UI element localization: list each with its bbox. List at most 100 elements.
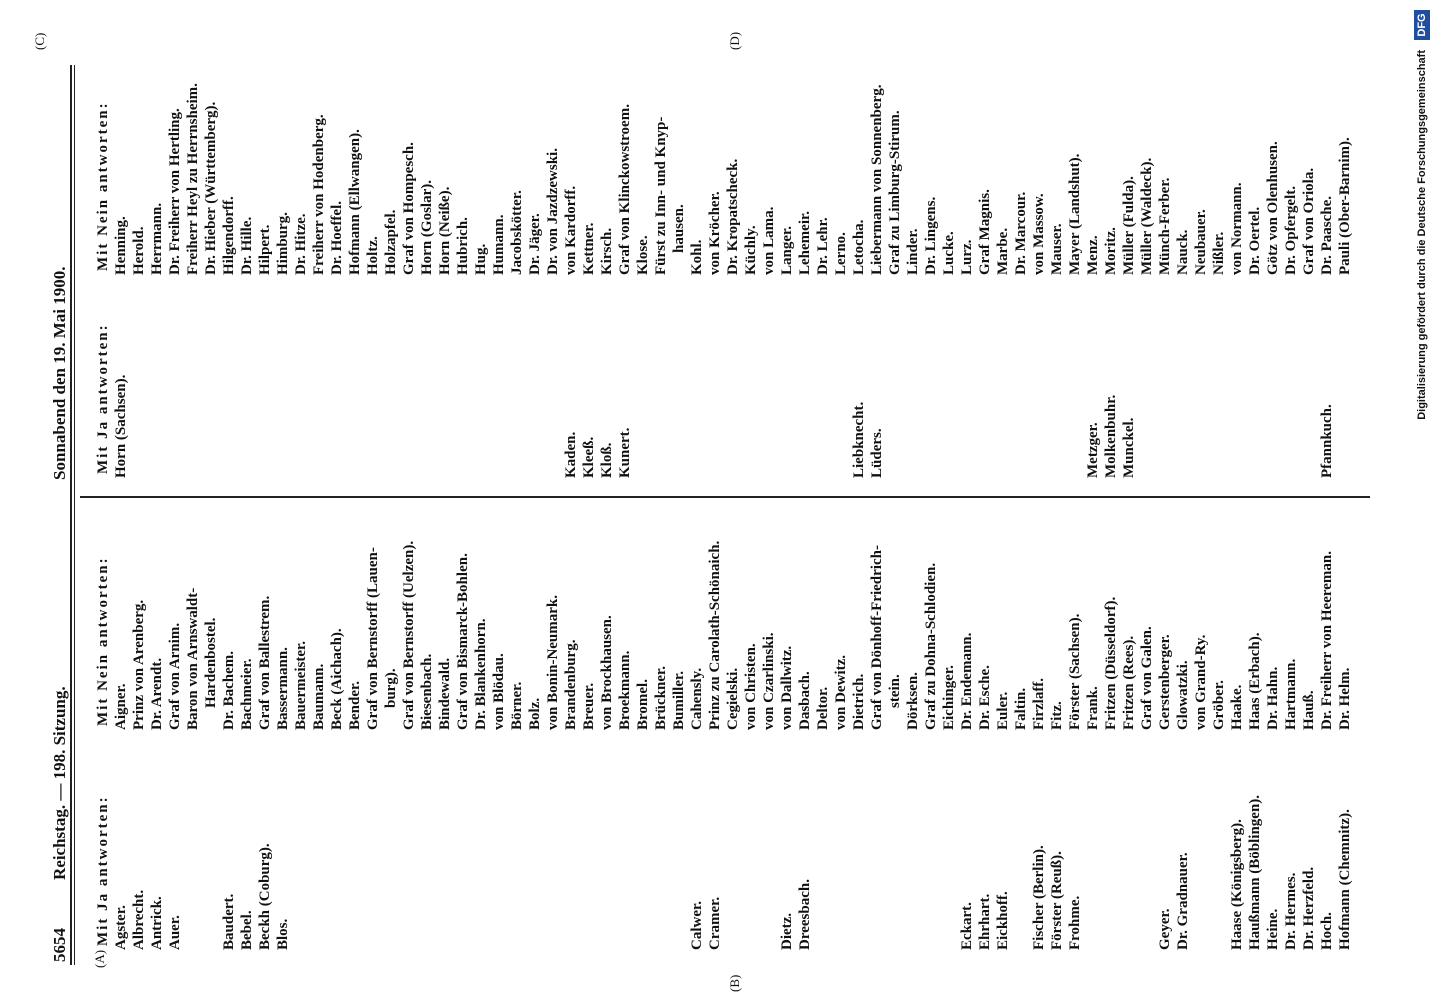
nein-name: Herold. <box>131 226 147 275</box>
column-heading: Mit Nein antworten: <box>95 556 111 726</box>
nein-name: Biesenbach. <box>419 653 435 730</box>
nein-name: Bender. <box>347 680 363 730</box>
nein-name: Dr. Jäger. <box>527 213 543 275</box>
nein-name: von Kröcher. <box>707 191 723 275</box>
nein-name: von Blödau. <box>491 653 507 730</box>
nein-name: Müller (Waldeck). <box>1139 157 1155 275</box>
nein-name: Prinz von Arenberg. <box>131 599 147 730</box>
nein-name: Bolz. <box>527 697 543 730</box>
ja-name: Antrick. <box>149 896 165 950</box>
nein-name: Dr. Esche. <box>977 665 993 730</box>
nein-name: Herrmann. <box>149 202 165 275</box>
nein-name: Graf von Oriola. <box>1301 167 1317 275</box>
nein-name: Dr. Hoeffel. <box>329 200 345 275</box>
ja-name: Calwer. <box>689 900 705 950</box>
nein-name: Fürst zu Inn- und Knyp- <box>653 116 669 275</box>
ja-name: Munckel. <box>1121 417 1137 478</box>
nein-name: Dr. Hille. <box>239 216 255 275</box>
nein-name: Langer. <box>779 225 795 275</box>
nein-name: Bauermeister. <box>293 640 309 730</box>
nein-name: von Bonin-Neumark. <box>545 594 561 730</box>
ja-name: Blos. <box>275 918 291 950</box>
nein-name: Götz von Olenhusen. <box>1265 141 1281 275</box>
nein-name: Dr. Oertel. <box>1247 206 1263 275</box>
nein-name: Dr. Opfergelt. <box>1283 185 1299 275</box>
nein-name: von Lama. <box>761 206 777 275</box>
nein-name: Holtz. <box>365 236 381 275</box>
margin-mark: (C) <box>32 32 47 50</box>
nein-name: Fitz. <box>1049 701 1065 730</box>
ja-name: Cramer. <box>707 896 723 950</box>
nein-name: Kohl. <box>689 239 705 275</box>
nein-name: Broekmann. <box>617 650 633 730</box>
nein-name: Baron von Arnswaldt- <box>185 587 201 730</box>
nein-name: Brückner. <box>653 665 669 730</box>
nein-name: Lerno. <box>833 232 849 275</box>
nein-name: Breuer. <box>581 682 597 730</box>
page-number: 5654 <box>50 928 69 962</box>
nein-name: Dr. Lehr. <box>815 217 831 275</box>
nein-name: Firzlaff. <box>1031 677 1047 730</box>
session-title: Reichstag. — 198. Sitzung. <box>50 686 69 880</box>
nein-name: Graf von Bernstorff (Uelzen). <box>401 540 417 730</box>
nein-name: Pauli (Ober-Barnim). <box>1337 137 1353 275</box>
digitization-credit: Digitalisierung gefördert durch die Deut… <box>1416 50 1428 420</box>
nein-name: Dr. Hahn. <box>1265 666 1281 730</box>
nein-name: Henning. <box>113 216 129 275</box>
ja-name: Dietz. <box>779 912 795 950</box>
column-separator <box>80 496 1370 498</box>
nein-name: burg). <box>383 668 399 708</box>
nein-name: Dr. Freiherr von Heereman. <box>1319 551 1335 730</box>
header-rule <box>74 65 75 965</box>
nein-name: Horn (Goslar). <box>419 180 435 275</box>
ja-name: Haußmann (Böblingen). <box>1247 794 1263 950</box>
nein-name: Cegielski. <box>725 667 741 730</box>
nein-name: Münch-Ferber. <box>1157 177 1173 275</box>
nein-name: Gerstenberger. <box>1157 634 1173 730</box>
nein-name: Faltin. <box>1013 687 1029 730</box>
nein-name: Himburg. <box>275 212 291 275</box>
nein-name: Eichinger. <box>941 665 957 730</box>
nein-name: Mauser. <box>1049 223 1065 275</box>
nein-name: hausen. <box>671 204 687 253</box>
nein-name: Humann. <box>491 214 507 275</box>
nein-name: Nißler. <box>1211 231 1227 275</box>
ja-name: Auer. <box>167 915 183 950</box>
margin-mark: (A) <box>92 949 107 968</box>
nein-name: Haake. <box>1229 684 1245 730</box>
nein-name: Moritz. <box>1103 227 1119 275</box>
ja-name: Heine. <box>1265 908 1281 950</box>
ja-name: Kaden. <box>563 431 579 478</box>
nein-name: Graf von Bismarck-Bohlen. <box>455 553 471 730</box>
ja-name: Hoch. <box>1319 912 1335 950</box>
nein-name: von Kardorff. <box>563 185 579 275</box>
nein-name: von Normann. <box>1229 182 1245 275</box>
nein-name: Neubauer. <box>1193 209 1209 275</box>
ja-name: Beckh (Coburg). <box>257 843 273 950</box>
ja-name: Ehrhart. <box>977 893 993 950</box>
nein-name: Prinz zu Carolath-Schönaich. <box>707 540 723 730</box>
nein-name: Dr. Hitze. <box>293 213 309 275</box>
ja-name: Förster (Reuß). <box>1049 851 1065 950</box>
nein-name: Graf von Bernstorff (Lauen- <box>365 547 381 730</box>
ja-name: Albrecht. <box>131 889 147 950</box>
nein-name: Menz. <box>1085 235 1101 275</box>
nein-name: Nauck. <box>1175 229 1191 275</box>
nein-name: Deltor. <box>815 686 831 730</box>
column-heading: Mit Nein antworten: <box>95 101 111 271</box>
nein-name: Kettner. <box>581 222 597 275</box>
nein-name: Hauß. <box>1301 690 1317 730</box>
nein-name: Dasbach. <box>797 671 813 730</box>
ja-name: Fischer (Berlin). <box>1031 845 1047 950</box>
dfg-logo: DFG <box>1414 10 1430 40</box>
ja-name: Dreesbach. <box>797 879 813 950</box>
nein-name: Graf von Galen. <box>1139 626 1155 730</box>
nein-name: Dr. von Jazdzewski. <box>545 148 561 275</box>
nein-name: Graf zu Limburg-Stirum. <box>887 110 903 275</box>
nein-name: Linder. <box>905 228 921 275</box>
nein-name: Hardenbostel. <box>203 617 219 708</box>
ja-name: Baudert. <box>221 893 237 950</box>
ja-name: Haase (Königsberg). <box>1229 819 1245 950</box>
nein-name: von Dewitz. <box>833 655 849 730</box>
